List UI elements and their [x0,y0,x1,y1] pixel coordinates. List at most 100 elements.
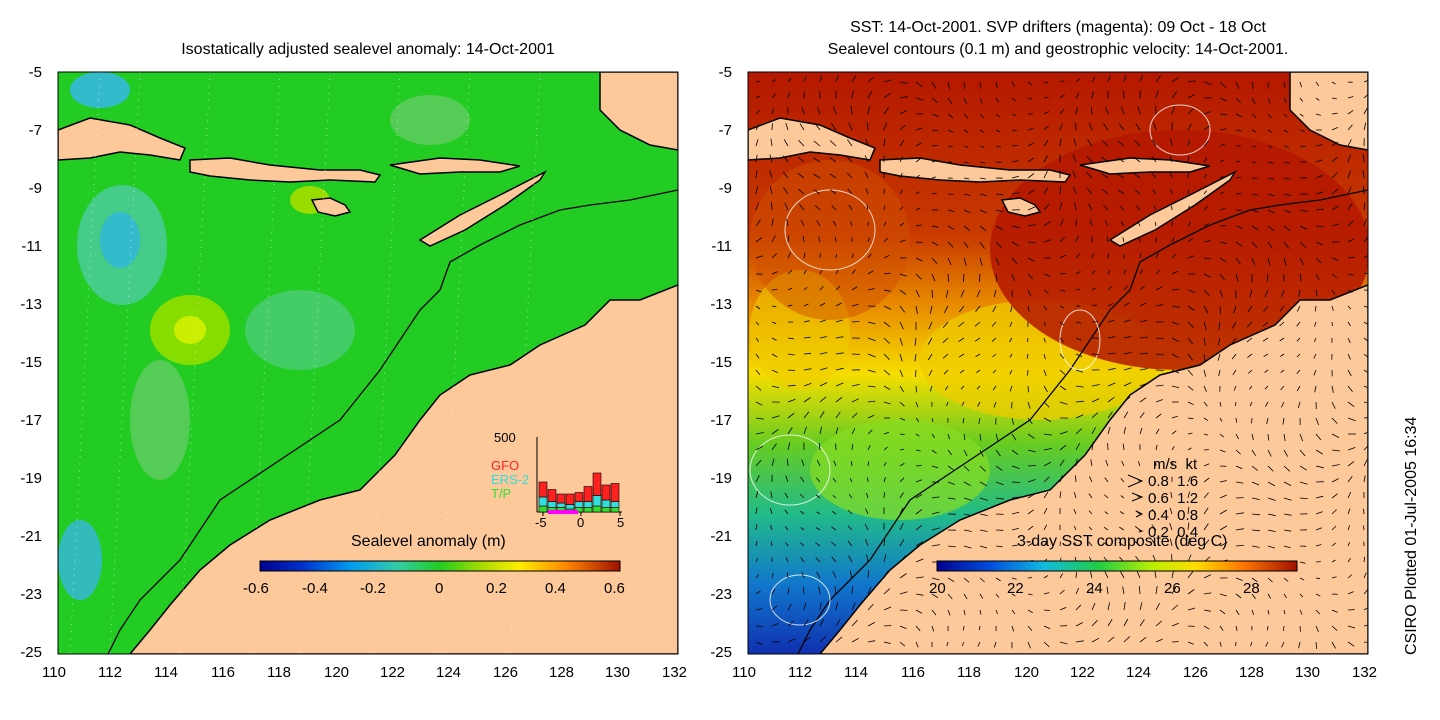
velocity-arrow [1075,604,1082,611]
velocity-arrow [1043,125,1049,131]
velocity-arrow [958,353,965,358]
velocity-arrow [1267,449,1272,457]
velocity-arrow [995,465,1003,471]
velocity-arrow [787,620,794,627]
velocity-arrow [1203,289,1210,296]
velocity-arrow [803,411,810,419]
velocity-arrow [1251,481,1260,486]
velocity-arrow [1331,576,1337,579]
velocity-arrow [1315,593,1321,597]
velocity-arrow [1315,225,1324,228]
velocity-arrow [1219,81,1226,88]
speed-legend-arrows [1127,474,1144,533]
velocity-arrow [1347,476,1353,483]
velocity-arrow [1011,273,1015,282]
velocity-arrow [1219,97,1227,102]
sst-colorbar-title: 3-day SST composite (deg C) [1017,533,1228,550]
shelf-contour [797,189,1368,654]
velocity-arrow [787,427,793,435]
x-tick-label: 120 [324,664,350,681]
velocity-arrow [963,481,971,487]
velocity-arrow [1315,625,1319,632]
velocity-arrow [787,398,796,403]
velocity-arrow [1139,237,1141,243]
velocity-arrow [784,202,789,211]
velocity-arrow [834,586,837,595]
velocity-arrow [899,96,908,99]
y-tick-label: -23 [710,586,732,603]
velocity-arrow [1107,75,1111,83]
velocity-arrow [963,113,969,119]
java-island [58,117,186,161]
velocity-arrow [1123,285,1129,291]
velocity-arrow [800,527,805,531]
x-tick-label: 110 [732,664,756,681]
velocity-arrow [771,321,777,325]
flores-island [389,157,521,175]
velocity-arrow [1203,190,1207,195]
velocity-arrow [1119,205,1125,211]
velocity-arrow [1059,289,1066,292]
velocity-arrow [1011,81,1016,87]
velocity-arrow [770,524,773,531]
velocity-arrow [755,524,758,531]
velocity-arrow [1267,113,1272,119]
velocity-arrow [1263,305,1269,312]
velocity-arrow [915,593,924,596]
velocity-arrow [1118,189,1125,195]
velocity-arrow [1171,337,1180,343]
velocity-arrow [915,558,924,563]
velocity-arrow [1219,143,1226,147]
velocity-arrow [1347,273,1354,276]
velocity-arrow [995,209,1004,213]
x-tick-label: 126 [493,664,519,681]
velocity-arrow [771,202,773,211]
velocity-arrow [1027,577,1033,579]
velocity-arrow [1331,542,1337,547]
velocity-arrow [814,204,821,211]
velocity-arrow [1187,417,1194,420]
velocity-arrow [783,139,789,147]
velocity-arrow [915,97,924,101]
velocity-arrow [800,542,805,547]
velocity-arrow [1296,321,1301,327]
sealevel-contours [749,104,1211,626]
velocity-arrow [1187,491,1190,499]
velocity-arrow [1315,113,1321,116]
velocity-arrow [830,541,837,547]
velocity-arrow [787,287,793,291]
velocity-arrow [755,109,761,115]
velocity-arrow [784,526,789,531]
velocity-arrow [803,252,806,259]
y-tick-label: -21 [710,528,732,545]
velocity-arrow [931,160,937,163]
velocity-arrow [1219,525,1228,531]
velocity-arrow [963,449,968,457]
velocity-arrow [1107,319,1115,323]
velocity-arrow [1011,192,1020,195]
velocity-arrow [1267,225,1275,232]
velocity-arrow [1299,241,1307,248]
velocity-arrow [883,221,887,227]
velocity-arrow [1155,90,1159,99]
velocity-arrow [1011,465,1020,469]
velocity-arrow [1086,155,1093,163]
velocity-arrow [771,289,778,291]
velocity-arrow [995,433,999,441]
velocity-arrow [963,129,969,133]
velocity-arrow [1187,401,1194,405]
x-tick-label: 124 [436,664,462,681]
velocity-arrow [835,302,842,307]
velocity-arrow [1331,205,1340,211]
velocity-arrow [755,574,760,579]
velocity-arrow [1187,93,1196,99]
velocity-arrow [1251,129,1257,133]
velocity-arrow [883,462,887,467]
velocity-arrow [1313,369,1317,376]
velocity-arrow [1011,113,1017,116]
sla-blob [390,95,470,145]
velocity-arrow [1171,77,1179,83]
velocity-arrow [883,625,892,627]
velocity-arrow [1075,107,1078,115]
velocity-arrow [1187,255,1195,259]
